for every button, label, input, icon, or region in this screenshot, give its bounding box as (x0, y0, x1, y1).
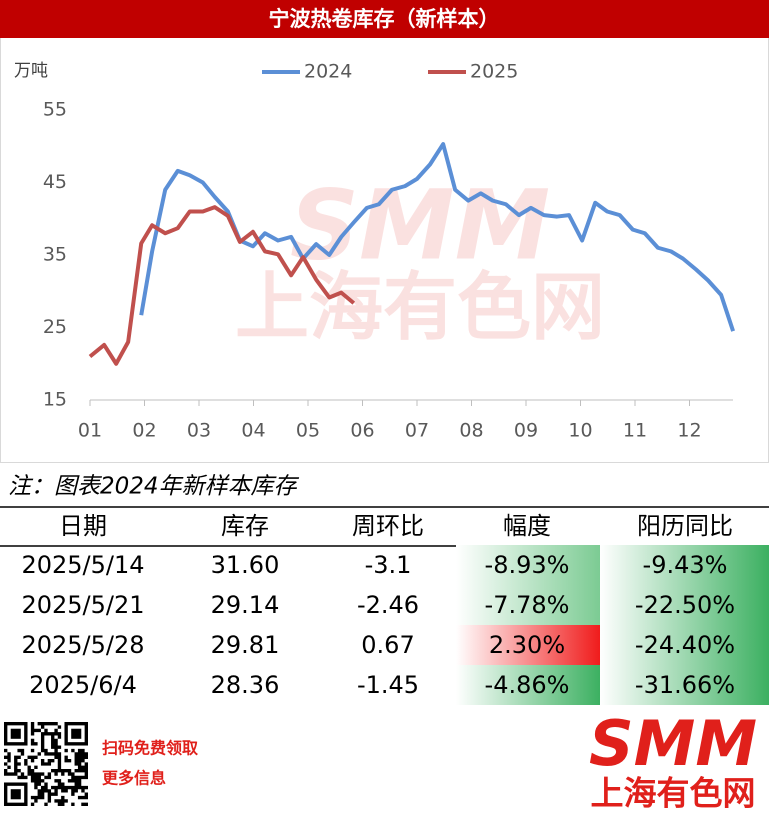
watermark-text: 上海有色网 (235, 265, 605, 351)
x-tick-label: 06 (350, 420, 374, 442)
qr-modules (4, 722, 88, 806)
table-header: 阳历同比 (637, 512, 733, 540)
table-cell: 28.36 (211, 671, 280, 699)
y-tick-label: 45 (43, 171, 67, 193)
table-header: 周环比 (352, 512, 424, 540)
table-cell: -9.43% (643, 551, 728, 579)
cell-bg (600, 585, 769, 625)
plot: 15 25 35 45 55 01 02 03 04 05 06 07 08 09 10 11 12 2024 20… (43, 61, 735, 442)
y-tick-label: 25 (43, 316, 67, 338)
table-cell: 2025/6/4 (29, 671, 137, 699)
table-header: 库存 (221, 512, 269, 540)
table-cell: -7.78% (485, 591, 570, 619)
y-tick-label: 15 (43, 389, 67, 411)
x-tick-label: 01 (78, 420, 102, 442)
table-cell: 2025/5/28 (21, 631, 144, 659)
legend-label: 2025 (470, 61, 518, 83)
qr-caption: 更多信息 (102, 769, 166, 788)
table-cell: -8.93% (485, 551, 570, 579)
table-cell: -1.45 (357, 671, 419, 699)
x-tick-label: 11 (623, 420, 647, 442)
x-tick-label: 08 (459, 420, 483, 442)
table-cell: 2025/5/14 (21, 551, 144, 579)
cell-bg (600, 545, 769, 585)
x-tick-label: 10 (568, 420, 592, 442)
table-cell: 31.60 (211, 551, 280, 579)
x-tick-label: 05 (296, 420, 320, 442)
note: 注：图表2024年新样本库存 (8, 474, 300, 500)
qr-code (3, 712, 89, 818)
table-header: 日期 (59, 512, 107, 540)
y-unit: 万吨 (14, 61, 48, 81)
x-tick-label: 09 (514, 420, 538, 442)
cell-bg (456, 665, 600, 705)
table-cell: -22.50% (635, 591, 735, 619)
qr-finder (10, 789, 21, 800)
qr-finder (10, 728, 21, 739)
x-tick-label: 04 (241, 420, 265, 442)
y-tick-label: 35 (43, 244, 67, 266)
table-cell: 29.14 (211, 591, 280, 619)
x-tick-label: 12 (677, 420, 701, 442)
legend-label: 2024 (304, 61, 352, 83)
table-cell: -2.46 (357, 591, 419, 619)
table-cell: -31.66% (635, 671, 735, 699)
table-cell: -4.86% (485, 671, 570, 699)
table-cell: 2.30% (489, 631, 565, 659)
table-cell: -3.1 (365, 551, 412, 579)
qr-finder (64, 721, 89, 746)
watermark-text: SMM (290, 169, 550, 281)
y-tick-label: 55 (43, 99, 67, 121)
qr-caption: 扫码免费领取 (102, 739, 198, 758)
series-line (88, 205, 356, 366)
table-cell: 29.81 (211, 631, 280, 659)
x-tick-label: 02 (132, 420, 156, 442)
logo-text: 上海有色网 (591, 774, 756, 813)
logo: SMM (589, 707, 757, 780)
table-cell: 2025/5/21 (21, 591, 144, 619)
qr-finder (3, 721, 28, 746)
x-tick-label: 07 (405, 420, 429, 442)
table: 日期 库存 周环比 幅度 阳历同比 2025/5/14 31.60 -3.1 -8.93% -9.… (0, 506, 769, 705)
chart-title: 宁波热卷库存（新样本） (269, 7, 500, 31)
qr-finder (71, 728, 82, 739)
cell-bg (600, 625, 769, 665)
table-header: 幅度 (503, 512, 551, 540)
cell-bg (600, 665, 769, 705)
qr-finder (3, 782, 28, 806)
cell-bg (456, 585, 600, 625)
table-cell: 0.67 (361, 631, 414, 659)
x-tick-label: 03 (187, 420, 211, 442)
cell-bg (456, 545, 600, 585)
table-cell: -24.40% (635, 631, 735, 659)
watermark: SMM 上海有色网 (235, 169, 605, 350)
cell-bg (456, 625, 600, 665)
title-bar (0, 0, 769, 38)
